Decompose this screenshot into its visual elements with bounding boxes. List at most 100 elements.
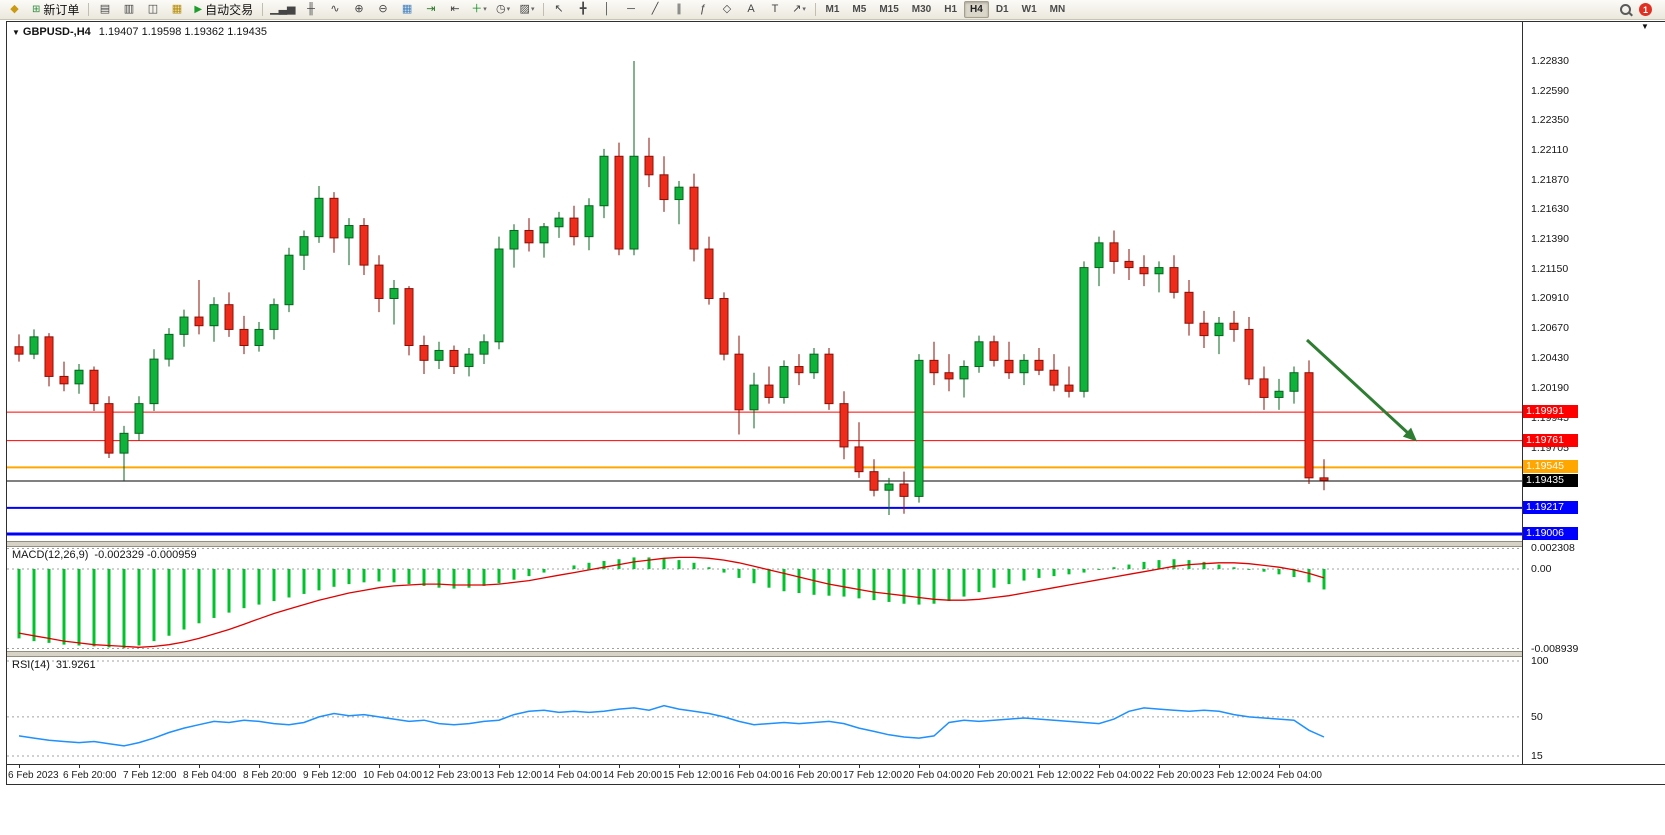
- time-axis-label: 10 Feb 04:00: [363, 770, 422, 781]
- price-axis-label: 1.22830: [1531, 55, 1569, 67]
- channel-icon[interactable]: ∥: [676, 3, 682, 15]
- data-window-icon[interactable]: ▥: [123, 3, 135, 15]
- rsi-axis-label: 15: [1531, 749, 1543, 762]
- price-axis-label: 1.20910: [1531, 292, 1569, 305]
- bar-chart-icon[interactable]: ▁▃▅: [270, 3, 296, 15]
- timeframe-m1[interactable]: M1: [825, 4, 840, 15]
- time-tick: [559, 765, 560, 768]
- shapes-icon[interactable]: ◇: [722, 3, 732, 15]
- dropdown-caret-icon: ▾: [483, 6, 487, 13]
- price-tag-1.19761: 1.19761: [1523, 433, 1578, 447]
- rsi-axis-label: 50: [1531, 710, 1543, 723]
- toolbar-right-group: 1: [1620, 3, 1662, 16]
- chart-controls-group: ▁▃▅ ╫ ∿ ⊕ ⊖ ▦ ⇥ ⇤ ＋ ▾ ◷ ▾ ▨ ▾: [267, 1, 538, 19]
- macd-name: MACD(12,26,9): [12, 549, 89, 561]
- pane-divider[interactable]: [7, 651, 1665, 657]
- time-axis-label: 20 Feb 20:00: [963, 770, 1022, 781]
- price-tag-1.19545: 1.19545: [1523, 460, 1578, 474]
- zoom-in-icon[interactable]: ⊕: [354, 3, 364, 15]
- candles: [14, 61, 1329, 515]
- app-icon[interactable]: ◆: [10, 3, 19, 15]
- time-tick: [499, 765, 500, 768]
- horizontal-line-icon[interactable]: ─: [627, 3, 635, 15]
- rsi-indicator-chart[interactable]: [7, 657, 1522, 764]
- search-icon[interactable]: [1620, 4, 1631, 15]
- chart-shift-icon[interactable]: ⇤: [450, 3, 460, 15]
- window-icons-group: ▤ ▥ ◫ ▦: [93, 1, 188, 19]
- timeframe-m15[interactable]: M15: [879, 4, 899, 15]
- macd-axis-label: -0.008939: [1531, 642, 1579, 655]
- time-axis-label: 24 Feb 04:00: [1263, 770, 1322, 781]
- toolbar-separator: [262, 3, 264, 16]
- time-tick: [139, 765, 140, 768]
- auto-scroll-icon[interactable]: ⇥: [426, 3, 436, 15]
- price-axis-label: 1.21150: [1531, 262, 1569, 275]
- vertical-line-icon[interactable]: │: [603, 3, 611, 15]
- time-tick: [619, 765, 620, 768]
- arrows-icon[interactable]: ↗ ▾: [792, 3, 806, 15]
- timeframe-m5[interactable]: M5: [852, 4, 867, 15]
- timeframe-toolbar: M1 M5 M15 M30 H1 H4 D1 W1 MN: [820, 1, 1072, 18]
- timeframe-h4[interactable]: H4: [964, 1, 989, 18]
- candlestick-chart-icon[interactable]: ╫: [307, 3, 315, 15]
- text-label-icon[interactable]: T: [771, 3, 779, 15]
- terminal-icon[interactable]: ▦: [171, 3, 183, 15]
- timeframe-d1[interactable]: D1: [995, 4, 1009, 15]
- time-axis-label: 23 Feb 12:00: [1203, 770, 1262, 781]
- price-axis-label: 1.22590: [1531, 84, 1569, 97]
- fibonacci-icon[interactable]: ƒ: [699, 3, 707, 15]
- new-order-button[interactable]: ⊞ 新订单: [27, 2, 84, 18]
- navigator-icon[interactable]: ◫: [147, 3, 159, 15]
- time-tick: [799, 765, 800, 768]
- time-axis-label: 14 Feb 20:00: [603, 770, 662, 781]
- macd-values: -0.002329 -0.000959: [94, 549, 197, 561]
- macd-indicator-chart[interactable]: [7, 547, 1522, 651]
- price-axis-label: 1.20190: [1531, 381, 1569, 394]
- symbol-dropdown-icon[interactable]: ▼: [12, 28, 20, 37]
- add-indicator-icon[interactable]: ＋ ▾: [471, 3, 487, 15]
- rsi-line: [18, 704, 1325, 747]
- time-axis-label: 15 Feb 12:00: [663, 770, 722, 781]
- zoom-out-icon[interactable]: ⊖: [378, 3, 388, 15]
- rsi-panel-label: RSI(14) 31.9261: [12, 659, 96, 671]
- period-icon[interactable]: ◷ ▾: [495, 3, 511, 15]
- time-tick: [439, 765, 440, 768]
- chart-corner-triangle-icon[interactable]: ▼: [1641, 22, 1649, 31]
- time-axis-label: 6 Feb 20:00: [63, 770, 117, 781]
- time-tick: [679, 765, 680, 768]
- time-tick: [919, 765, 920, 768]
- timeframe-m30[interactable]: M30: [911, 4, 932, 15]
- time-axis-label: 12 Feb 23:00: [423, 770, 482, 781]
- time-axis-label: 16 Feb 20:00: [783, 770, 842, 781]
- text-icon[interactable]: A: [747, 3, 755, 15]
- time-tick: [1099, 765, 1100, 768]
- timeframe-h1[interactable]: H1: [944, 4, 958, 15]
- drawing-tools-group: ↖ ╋ │ ─ ╱ ∥ ƒ ◇ A T ↗ ▾: [548, 1, 811, 19]
- price-axis-label: 1.20670: [1531, 322, 1569, 335]
- tile-windows-icon[interactable]: ▦: [401, 3, 413, 15]
- macd-panel-label: MACD(12,26,9) -0.002329 -0.000959: [12, 549, 197, 561]
- cursor-icon[interactable]: ↖: [554, 3, 564, 15]
- trend-arrow-annotation[interactable]: [1305, 338, 1411, 436]
- new-order-label: 新订单: [43, 2, 80, 17]
- line-chart-icon[interactable]: ∿: [330, 3, 340, 15]
- time-axis-label: 16 Feb 04:00: [723, 770, 782, 781]
- notification-badge[interactable]: 1: [1639, 3, 1652, 16]
- template-icon[interactable]: ▨ ▾: [519, 3, 535, 15]
- trendline-icon[interactable]: ╱: [651, 3, 659, 15]
- pane-divider[interactable]: [7, 541, 1665, 547]
- price-tag-1.19006: 1.19006: [1523, 527, 1578, 540]
- market-watch-icon[interactable]: ▤: [99, 3, 111, 15]
- price-axis-label: 1.22110: [1531, 144, 1569, 157]
- time-tick: [739, 765, 740, 768]
- time-axis[interactable]: 6 Feb 2023 6 Feb 20:00 7 Feb 12:00 8 Feb 04…: [7, 764, 1665, 785]
- crosshair-icon[interactable]: ╋: [579, 3, 587, 15]
- autotrading-button[interactable]: ▶ 自动交易: [189, 2, 258, 18]
- time-axis-label: 22 Feb 20:00: [1143, 770, 1202, 781]
- price-axis[interactable]: ▼ 1.22830 1.22590 1.22350 1.22110 1.21870 1.2…: [1522, 22, 1665, 764]
- autotrading-label: 自动交易: [205, 2, 254, 17]
- time-axis-label: 6 Feb 2023: [8, 770, 59, 781]
- timeframe-w1[interactable]: W1: [1021, 4, 1037, 15]
- timeframe-mn[interactable]: MN: [1049, 4, 1066, 15]
- main-price-chart[interactable]: [7, 22, 1522, 541]
